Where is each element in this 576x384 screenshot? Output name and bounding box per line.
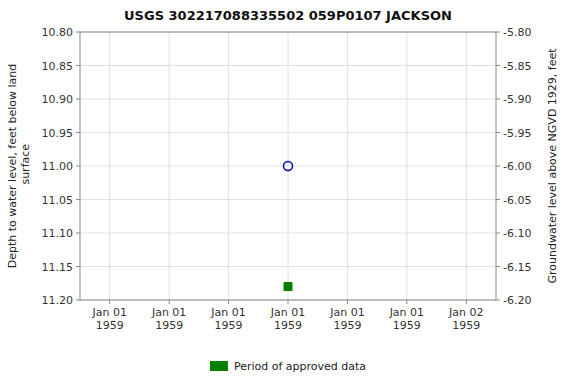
grid-line-x — [406, 32, 407, 300]
y2-tick — [496, 266, 500, 267]
x-tick-label: Jan 011959 — [210, 306, 245, 332]
x-tick — [288, 300, 289, 304]
y2-tick — [496, 300, 500, 301]
y-tick — [76, 99, 80, 100]
grid-line-x — [347, 32, 348, 300]
y2-tick — [496, 65, 500, 66]
x-tick-label: Jan 011959 — [270, 306, 305, 332]
x-tick — [466, 300, 467, 304]
y2-tick — [496, 233, 500, 234]
y2-tick — [496, 132, 500, 133]
plot-frame — [80, 32, 496, 300]
y2-tick-label: -6.15 — [503, 261, 531, 274]
legend-label: Period of approved data — [234, 360, 366, 373]
y-tick-label: 11.10 — [42, 227, 74, 240]
grid — [80, 32, 496, 300]
y-tick — [76, 132, 80, 133]
legend-swatch — [210, 361, 228, 371]
y-tick — [76, 266, 80, 267]
x-tick-label: Jan 021959 — [448, 306, 483, 332]
grid-line-x — [288, 32, 289, 300]
y-tick-label: 10.80 — [42, 26, 74, 39]
y-tick — [76, 166, 80, 167]
y-tick — [76, 32, 80, 33]
y2-tick — [496, 166, 500, 167]
y2-tick-label: -6.20 — [503, 294, 531, 307]
y-tick — [76, 233, 80, 234]
y2-tick-label: -6.00 — [503, 160, 531, 173]
chart: 10.80 10.85 10.90 10.95 11.00 11.05 11.10 11.15… — [0, 0, 576, 384]
y2-tick-label: -6.05 — [503, 194, 531, 207]
x-tick — [169, 300, 170, 304]
y-tick — [76, 199, 80, 200]
y-tick — [76, 65, 80, 66]
y-tick-label: 10.95 — [42, 127, 74, 140]
x-tick-label: Jan 011959 — [329, 306, 364, 332]
grid-line-x — [169, 32, 170, 300]
x-tick-label: Jan 011959 — [151, 306, 186, 332]
y2-axis: -5.80 -5.85 -5.90 -5.95 -6.00 -6.05 -6.10 -6.15… — [496, 26, 531, 307]
y2-tick — [496, 99, 500, 100]
x-tick — [109, 300, 110, 304]
y2-tick-label: -5.80 — [503, 26, 531, 39]
title: USGS 302217088335502 059P0107 JACKSON — [124, 8, 452, 23]
y2-axis-label: Groundwater level above NGVD 1929, feet — [546, 48, 559, 284]
y-tick-label: 11.05 — [42, 194, 74, 207]
y-tick-label: 11.20 — [42, 294, 74, 307]
y-axis: 10.80 10.85 10.90 10.95 11.00 11.05 11.10 11.15… — [42, 26, 81, 307]
x-tick-label: Jan 011959 — [389, 306, 424, 332]
grid-line-x — [228, 32, 229, 300]
y2-tick-label: -5.90 — [503, 93, 531, 106]
y-tick-label: 11.00 — [42, 160, 74, 173]
x-axis: Jan 011959 Jan 011959 Jan 011959 Jan 011959… — [91, 300, 483, 332]
y-tick-label: 11.15 — [42, 261, 74, 274]
y2-tick-label: -5.95 — [503, 127, 531, 140]
y-tick-label: 10.85 — [42, 60, 74, 73]
x-tick-label: Jan 011959 — [91, 306, 126, 332]
legend: Period of approved data — [210, 360, 366, 373]
y2-tick — [496, 199, 500, 200]
y2-tick-label: -6.10 — [503, 227, 531, 240]
y-tick — [76, 300, 80, 301]
y-axis-label: Depth to water level, feet below land su… — [6, 64, 32, 269]
x-tick — [406, 300, 407, 304]
x-tick — [228, 300, 229, 304]
y2-tick-label: -5.85 — [503, 60, 531, 73]
grid-line-x — [466, 32, 467, 300]
marks — [284, 162, 293, 291]
y2-tick — [496, 32, 500, 33]
x-tick — [347, 300, 348, 304]
point — [284, 283, 292, 291]
point — [284, 162, 293, 171]
grid-line-x — [109, 32, 110, 300]
y-tick-label: 10.90 — [42, 93, 74, 106]
